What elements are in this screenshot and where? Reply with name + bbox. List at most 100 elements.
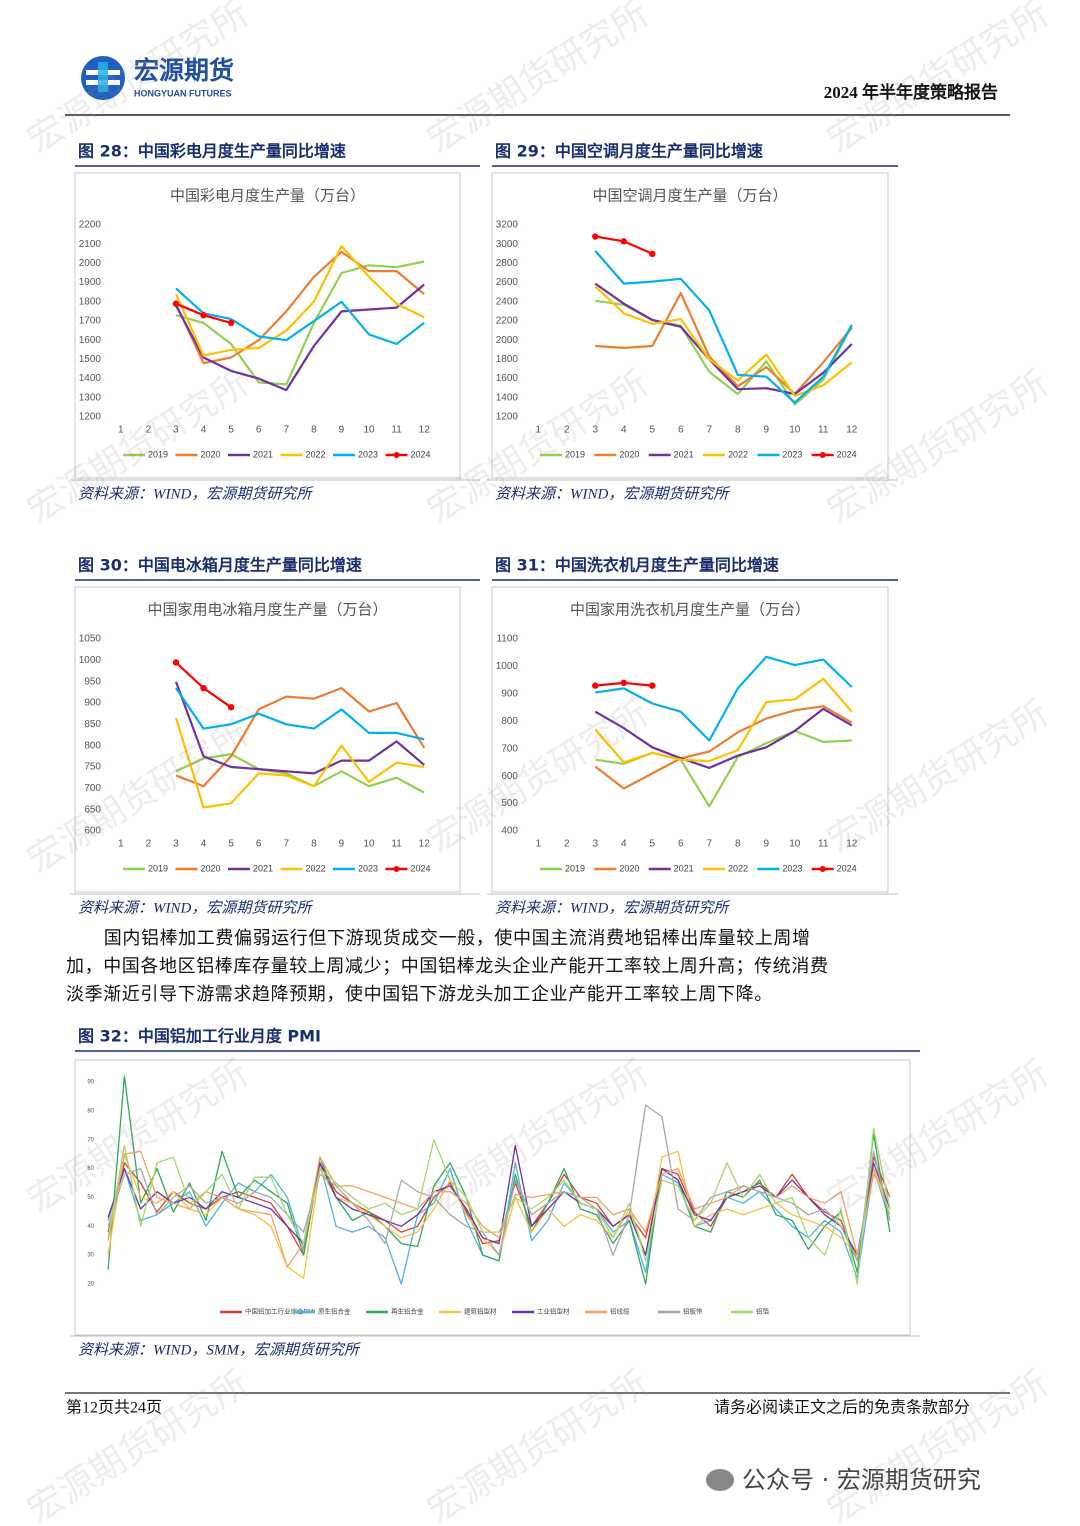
x-tick-label: 10 xyxy=(789,839,801,850)
y-tick-label: 1600 xyxy=(79,335,102,346)
y-tick-label: 2000 xyxy=(496,335,519,346)
point-marker xyxy=(200,312,207,319)
y-tick-label: 1000 xyxy=(79,655,102,666)
y-tick-label: 1600 xyxy=(496,373,519,384)
legend-label: 原生铝合金 xyxy=(318,1307,351,1316)
x-tick-label: 4 xyxy=(621,839,627,850)
y-tick-label: 30 xyxy=(87,1253,94,1259)
x-tick-label: 4 xyxy=(201,839,207,850)
y-tick-label: 1050 xyxy=(79,634,102,645)
legend-label: 2022 xyxy=(728,863,748,873)
point-marker xyxy=(649,250,656,257)
figure-source: 资料来源：WIND，宏源期货研究所 xyxy=(495,899,730,916)
x-tick-label: 6 xyxy=(678,839,684,850)
watermark: 宏源期货研究所 xyxy=(821,363,1056,530)
y-tick-label: 900 xyxy=(84,698,101,709)
x-tick-label: 5 xyxy=(228,425,234,436)
x-tick-label: 8 xyxy=(311,425,317,436)
series-line xyxy=(175,687,425,741)
logo: 宏源期货 HONGYUAN FUTURES xyxy=(81,56,234,100)
y-tick-label: 1000 xyxy=(496,661,519,672)
chart-frame xyxy=(74,1059,911,1336)
x-tick-label: 5 xyxy=(649,425,655,436)
legend-label: 2021 xyxy=(674,863,694,873)
legend-label: 2019 xyxy=(565,863,585,873)
x-tick-label: 12 xyxy=(419,425,431,436)
y-tick-label: 2000 xyxy=(79,258,102,269)
y-tick-label: 2100 xyxy=(79,239,102,250)
y-tick-label: 800 xyxy=(501,716,518,727)
body-paragraph: 国内铝棒加工费偏弱运行但下游现货成交一般，使中国主流消费地铝棒出库量较上周增加，… xyxy=(66,928,829,1004)
legend-label: 2019 xyxy=(148,449,168,459)
legend-label: 2019 xyxy=(148,863,168,873)
series-line xyxy=(594,250,853,404)
x-tick-label: 10 xyxy=(363,425,375,436)
series-line xyxy=(175,687,426,788)
watermark: 宏源期货研究所 xyxy=(821,1053,1056,1220)
series-line xyxy=(594,677,853,764)
y-tick-label: 1400 xyxy=(496,392,519,403)
x-tick-label: 9 xyxy=(763,839,769,850)
y-tick-label: 70 xyxy=(87,1137,94,1143)
watermark: 宏源期货研究所 xyxy=(821,1363,1056,1526)
chart-frame xyxy=(491,586,889,893)
y-tick-label: 40 xyxy=(87,1224,94,1230)
legend-label: 建筑铝型材 xyxy=(464,1307,497,1316)
legend-label: 2023 xyxy=(782,863,802,873)
x-tick-label: 3 xyxy=(592,425,598,436)
series-line xyxy=(107,1104,891,1262)
x-tick-label: 11 xyxy=(818,839,829,850)
chart-title: 中国空调月度生产量（万台） xyxy=(592,187,787,204)
x-tick-label: 10 xyxy=(363,839,375,850)
figure-caption: 图 28：中国彩电月度生产量同比增速 xyxy=(78,142,346,161)
series-line xyxy=(175,260,425,386)
y-tick-label: 700 xyxy=(501,743,518,754)
x-tick-label: 6 xyxy=(256,425,262,436)
point-marker xyxy=(620,679,627,687)
legend-label: 2021 xyxy=(253,863,273,873)
x-tick-label: 1 xyxy=(118,839,124,850)
x-tick-label: 10 xyxy=(789,425,801,436)
y-tick-label: 1800 xyxy=(496,354,519,365)
series-line xyxy=(175,250,425,365)
wechat-text: 公众号 · 宏源期货研究 xyxy=(742,1466,981,1494)
x-tick-label: 7 xyxy=(284,425,290,436)
point-marker xyxy=(227,704,235,711)
disclaimer: 请务必阅读正文之后的免责条款部分 xyxy=(714,1399,970,1417)
watermark: 宏源期货研究所 xyxy=(421,1053,656,1220)
figure-source: 资料来源：WIND，宏源期货研究所 xyxy=(495,485,730,502)
legend-label: 2020 xyxy=(201,863,221,873)
y-tick-label: 90 xyxy=(87,1080,94,1086)
figure-caption: 图 32：中国铝加工行业月度 PMI xyxy=(78,1027,321,1046)
figure-source: 资料来源：WIND，宏源期货研究所 xyxy=(78,485,313,502)
x-tick-label: 3 xyxy=(173,425,179,436)
y-tick-label: 2200 xyxy=(79,220,102,231)
y-tick-label: 2800 xyxy=(496,258,519,269)
y-tick-label: 600 xyxy=(501,771,518,782)
legend-label: 2020 xyxy=(619,449,639,459)
series-line xyxy=(594,705,853,790)
wechat-icon xyxy=(706,1469,734,1491)
y-tick-label: 3200 xyxy=(496,220,519,231)
x-tick-label: 9 xyxy=(339,425,345,436)
point-marker xyxy=(172,659,180,666)
x-tick-label: 5 xyxy=(228,839,234,850)
wechat-tag: 公众号 · 宏源期货研究 xyxy=(706,1466,981,1494)
figure-caption: 图 31：中国洗衣机月度生产量同比增速 xyxy=(495,556,779,575)
watermark: 宏源期货研究所 xyxy=(421,1363,656,1526)
y-tick-label: 2400 xyxy=(496,296,519,307)
point-marker xyxy=(200,684,207,692)
x-tick-label: 8 xyxy=(735,425,741,436)
figure-source: 资料来源：WIND，SMM，宏源期货研究所 xyxy=(78,1341,361,1358)
x-tick-label: 9 xyxy=(339,839,345,850)
x-tick-label: 6 xyxy=(256,839,262,850)
y-tick-label: 60 xyxy=(87,1166,94,1172)
legend-label: 再生铝合金 xyxy=(391,1307,424,1316)
watermark: 宏源期货研究所 xyxy=(21,363,256,530)
x-tick-label: 11 xyxy=(391,839,402,850)
series-line xyxy=(175,287,425,346)
legend-label: 2023 xyxy=(358,449,378,459)
watermark: 宏源期货研究所 xyxy=(821,693,1056,860)
series-line xyxy=(594,707,853,769)
